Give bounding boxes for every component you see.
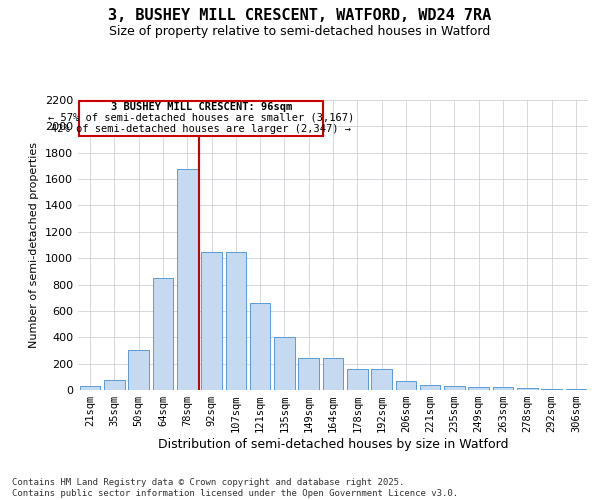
Text: 3, BUSHEY MILL CRESCENT, WATFORD, WD24 7RA: 3, BUSHEY MILL CRESCENT, WATFORD, WD24 7… <box>109 8 491 22</box>
Bar <box>128 350 149 390</box>
Bar <box>201 252 222 390</box>
Text: 3 BUSHEY MILL CRESCENT: 96sqm: 3 BUSHEY MILL CRESCENT: 96sqm <box>110 102 292 112</box>
Bar <box>395 381 416 390</box>
Bar <box>493 388 514 390</box>
Bar <box>152 278 173 390</box>
FancyBboxPatch shape <box>79 100 323 136</box>
Bar <box>347 369 368 390</box>
Text: 42% of semi-detached houses are larger (2,347) →: 42% of semi-detached houses are larger (… <box>51 124 351 134</box>
Text: Size of property relative to semi-detached houses in Watford: Size of property relative to semi-detach… <box>109 25 491 38</box>
Bar <box>298 358 319 390</box>
Bar <box>323 358 343 390</box>
Bar <box>226 252 246 390</box>
Bar <box>177 168 197 390</box>
X-axis label: Distribution of semi-detached houses by size in Watford: Distribution of semi-detached houses by … <box>158 438 508 451</box>
Bar <box>371 369 392 390</box>
Bar <box>250 303 271 390</box>
Y-axis label: Number of semi-detached properties: Number of semi-detached properties <box>29 142 40 348</box>
Bar <box>444 386 465 390</box>
Bar <box>517 388 538 390</box>
Bar <box>274 338 295 390</box>
Text: ← 57% of semi-detached houses are smaller (3,167): ← 57% of semi-detached houses are smalle… <box>48 112 355 122</box>
Bar <box>80 386 100 390</box>
Bar <box>104 380 125 390</box>
Bar <box>469 386 489 390</box>
Bar <box>420 386 440 390</box>
Text: Contains HM Land Registry data © Crown copyright and database right 2025.
Contai: Contains HM Land Registry data © Crown c… <box>12 478 458 498</box>
